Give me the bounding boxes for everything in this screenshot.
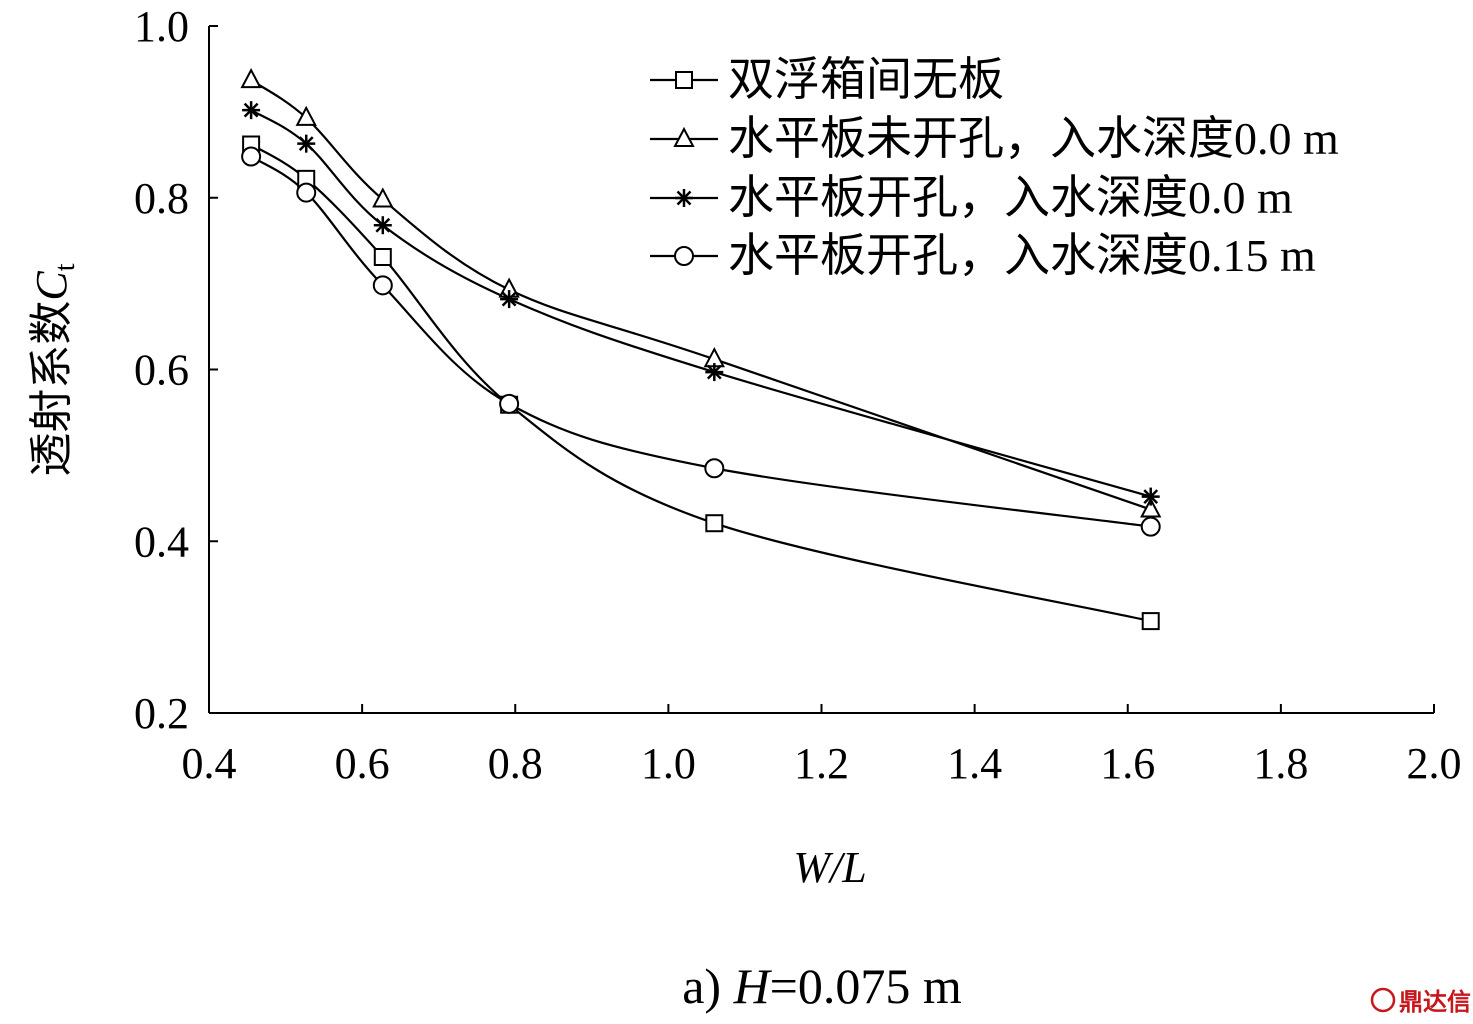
- data-point-s3-5: [1140, 516, 1161, 537]
- data-point-s0-5: [1141, 612, 1160, 631]
- data-point-s3-0: [241, 146, 262, 167]
- data-point-s2-1: [297, 134, 316, 153]
- x-tick-label-7: 1.8: [1253, 739, 1308, 788]
- data-point-s0-2: [373, 248, 392, 267]
- data-point-s3-2: [372, 275, 393, 296]
- legend-marker-1: [673, 126, 695, 147]
- ticks: [208, 25, 1435, 714]
- legend-label-0: 双浮箱间无板: [728, 54, 1004, 105]
- data-point-s2-3: [500, 290, 519, 309]
- caption-symbol: H: [733, 958, 773, 1014]
- data-point-s3-1: [296, 182, 317, 203]
- x-tick-label-4: 1.2: [794, 739, 849, 788]
- legend-label-1: 水平板未开孔，入水深度0.0 m: [728, 113, 1339, 164]
- data-point-s1-0: [240, 67, 262, 89]
- svg-text:透射系数Ct: 透射系数Ct: [27, 263, 81, 476]
- data-point-s1-2: [372, 187, 394, 208]
- x-axis-label: W/L: [793, 843, 866, 892]
- watermark: 鼎达信: [1370, 987, 1471, 1016]
- data-point-s2-5: [1141, 487, 1160, 506]
- legend-item-1: 水平板未开孔，入水深度0.0 m: [650, 113, 1339, 164]
- x-tick-label-3: 1.0: [641, 739, 696, 788]
- y-tick-label-0: 0.2: [134, 689, 189, 738]
- legend-item-2: 水平板开孔，入水深度0.0 m: [650, 172, 1293, 223]
- x-tick-label-5: 1.4: [947, 739, 1002, 788]
- x-tick-label-6: 1.6: [1100, 739, 1155, 788]
- legend-label-3: 水平板开孔，入水深度0.15 m: [728, 230, 1316, 281]
- watermark-logo-icon: [1370, 987, 1396, 1013]
- legend-marker-0: [675, 71, 693, 89]
- legend-label-2: 水平板开孔，入水深度0.0 m: [728, 172, 1293, 223]
- y-axis-label-symbol: C: [27, 271, 76, 301]
- data-point-s2-0: [242, 101, 261, 120]
- x-tick-label-8: 2.0: [1407, 739, 1462, 788]
- x-tick-label-0: 0.4: [182, 739, 237, 788]
- y-tick-label-4: 1.0: [134, 2, 189, 51]
- figure-caption: a) H=0.075 m: [682, 958, 962, 1014]
- y-tick-label-1: 0.4: [134, 517, 189, 566]
- y-tick-label-3: 0.8: [134, 174, 189, 223]
- x-tick-label-1: 0.6: [335, 739, 390, 788]
- caption-prefix: a): [682, 958, 733, 1014]
- data-point-s1-1: [295, 105, 317, 126]
- legend-item-3: 水平板开孔，入水深度0.15 m: [650, 230, 1316, 281]
- data-point-s3-4: [704, 458, 725, 479]
- tick-labels: 0.4 0.6 0.8 1.0 1.2 1.4 1.6 1.8 2.00.20.40.60.81…: [134, 2, 1462, 788]
- x-tick-label-2: 0.8: [488, 739, 543, 788]
- y-tick-label-2: 0.6: [134, 346, 189, 395]
- y-axis-label-text: 透射系数: [27, 301, 76, 477]
- y-axis-label: 透射系数Ct: [27, 263, 81, 476]
- series-line-2: [250, 109, 1152, 498]
- y-axis-label-subscript: t: [50, 263, 81, 271]
- series-markers: [240, 67, 1162, 631]
- data-point-s0-4: [705, 514, 724, 533]
- data-point-s2-4: [705, 363, 724, 382]
- legend-marker-3: [674, 246, 694, 266]
- watermark-text: 鼎达信: [1399, 988, 1471, 1016]
- data-point-s2-2: [373, 216, 392, 235]
- data-point-s3-3: [499, 393, 520, 414]
- legend-item-0: 双浮箱间无板: [650, 54, 1004, 105]
- data-point-s1-5: [1140, 497, 1162, 518]
- legend-marker-2: [675, 189, 693, 207]
- caption-rest: =0.075 m: [770, 958, 962, 1014]
